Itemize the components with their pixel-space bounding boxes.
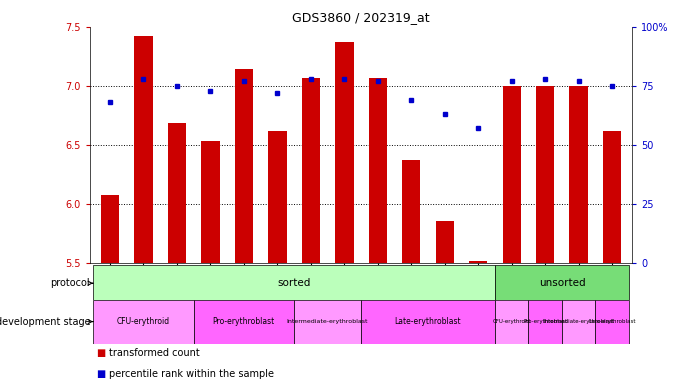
Text: Intermediate-erythroblast: Intermediate-erythroblast bbox=[543, 319, 614, 324]
Text: Pro-erythroblast: Pro-erythroblast bbox=[213, 317, 275, 326]
Text: sorted: sorted bbox=[277, 278, 311, 288]
Bar bbox=[596, 300, 629, 344]
Bar bbox=[335, 42, 354, 263]
Text: ■: ■ bbox=[97, 369, 109, 379]
Bar bbox=[603, 131, 621, 263]
Bar bbox=[134, 36, 153, 263]
Bar bbox=[235, 70, 253, 263]
Bar bbox=[469, 261, 487, 263]
Bar bbox=[402, 160, 421, 263]
Bar bbox=[435, 220, 454, 263]
Bar bbox=[268, 131, 287, 263]
Text: transformed count: transformed count bbox=[109, 348, 200, 358]
Bar bbox=[294, 300, 361, 344]
Bar bbox=[201, 141, 220, 263]
Text: CFU-erythroid: CFU-erythroid bbox=[493, 319, 531, 324]
Text: protocol: protocol bbox=[50, 278, 93, 288]
Text: Pro-erythroblast: Pro-erythroblast bbox=[523, 319, 567, 324]
Bar bbox=[569, 86, 588, 263]
Text: Intermediate-erythroblast: Intermediate-erythroblast bbox=[287, 319, 368, 324]
Text: percentile rank within the sample: percentile rank within the sample bbox=[109, 369, 274, 379]
Text: Late-erythroblast: Late-erythroblast bbox=[395, 317, 462, 326]
Text: development stage: development stage bbox=[0, 316, 93, 327]
Text: unsorted: unsorted bbox=[539, 278, 585, 288]
Bar bbox=[168, 122, 186, 263]
Text: Late-erythroblast: Late-erythroblast bbox=[589, 319, 636, 324]
Title: GDS3860 / 202319_at: GDS3860 / 202319_at bbox=[292, 11, 430, 24]
Text: CFU-erythroid: CFU-erythroid bbox=[117, 317, 170, 326]
Bar bbox=[502, 86, 521, 263]
Bar bbox=[562, 300, 596, 344]
Bar bbox=[101, 195, 119, 263]
Bar bbox=[495, 265, 629, 301]
Bar bbox=[93, 300, 193, 344]
Bar bbox=[529, 300, 562, 344]
Bar bbox=[193, 300, 294, 344]
Bar bbox=[536, 86, 554, 263]
Bar bbox=[93, 265, 495, 301]
Bar bbox=[301, 78, 320, 263]
Text: ■: ■ bbox=[97, 348, 109, 358]
Bar bbox=[495, 300, 529, 344]
Bar bbox=[361, 300, 495, 344]
Bar bbox=[368, 78, 387, 263]
